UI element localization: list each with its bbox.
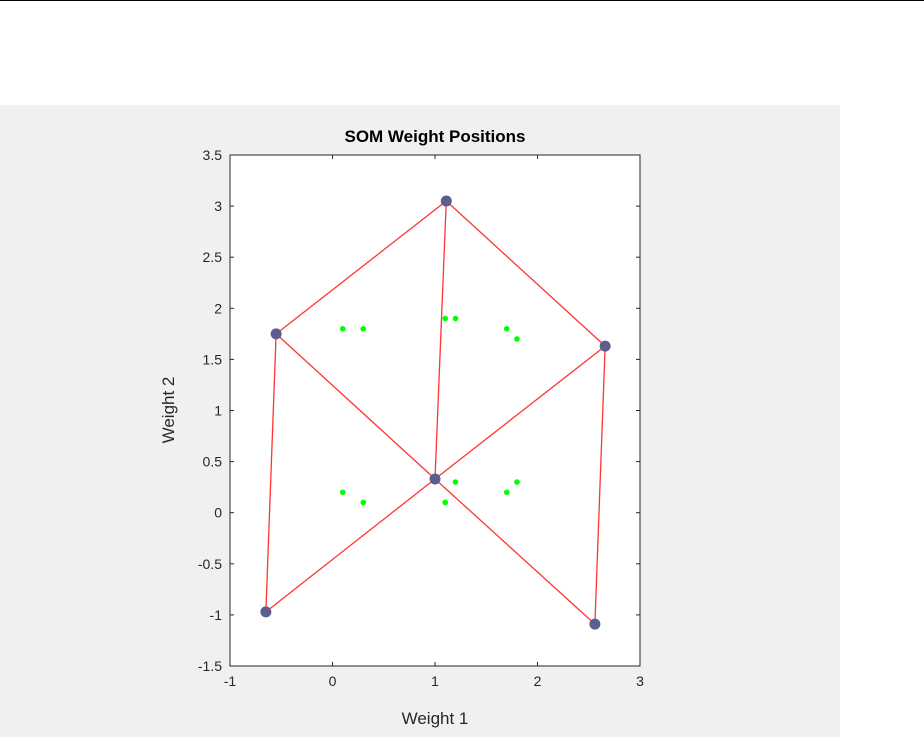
y-tick-label: 0 (214, 505, 222, 521)
neuron-point (260, 606, 272, 618)
x-tick-label: -1 (224, 673, 237, 689)
data-point (514, 336, 520, 342)
plot-area (230, 155, 640, 666)
data-point (360, 325, 367, 332)
neuron-point (589, 618, 601, 630)
y-tick-label: 1 (214, 403, 222, 419)
y-tick-label: 2 (214, 300, 222, 316)
neighbor-edge (265, 478, 436, 613)
y-axis-label: Weight 2 (159, 377, 178, 444)
neuron-point (599, 340, 611, 352)
neuron-point (429, 473, 441, 485)
y-tick-label: 2.5 (203, 249, 223, 265)
data-point (503, 489, 510, 496)
x-tick-label: 3 (636, 673, 644, 689)
y-tick-label: 1.5 (203, 351, 223, 367)
y-tick-label: -0.5 (198, 556, 222, 572)
data-point (503, 325, 510, 332)
data-point (360, 499, 367, 506)
data-point (452, 315, 459, 322)
neuron-point (270, 328, 282, 340)
chart-title: SOM Weight Positions (344, 127, 525, 146)
neighbor-edge (434, 345, 606, 480)
neuron-point (440, 195, 452, 207)
neighbor-edge (265, 333, 277, 612)
window-top-border (0, 0, 924, 1)
neighbor-edge (275, 333, 436, 480)
neighbor-edge (275, 200, 447, 335)
data-point (442, 499, 449, 506)
y-tick-label: 3 (214, 198, 222, 214)
data-point (339, 489, 346, 496)
data-point (452, 479, 459, 485)
y-tick-label: 3.5 (203, 147, 223, 163)
data-point (339, 325, 346, 332)
y-tick-label: 0.5 (203, 454, 223, 470)
y-tick-label: -1 (210, 607, 223, 623)
x-axis-label: Weight 1 (402, 709, 469, 728)
data-point (514, 479, 520, 485)
x-tick-label: 2 (534, 673, 542, 689)
x-tick-label: 1 (431, 673, 439, 689)
neighbor-edge (594, 346, 606, 625)
neighbor-edge (434, 200, 447, 480)
neighbor-edge (445, 200, 606, 347)
data-point (442, 315, 449, 322)
x-tick-label: 0 (329, 673, 337, 689)
neighbor-edge (434, 478, 596, 625)
y-tick-label: -1.5 (198, 658, 222, 674)
